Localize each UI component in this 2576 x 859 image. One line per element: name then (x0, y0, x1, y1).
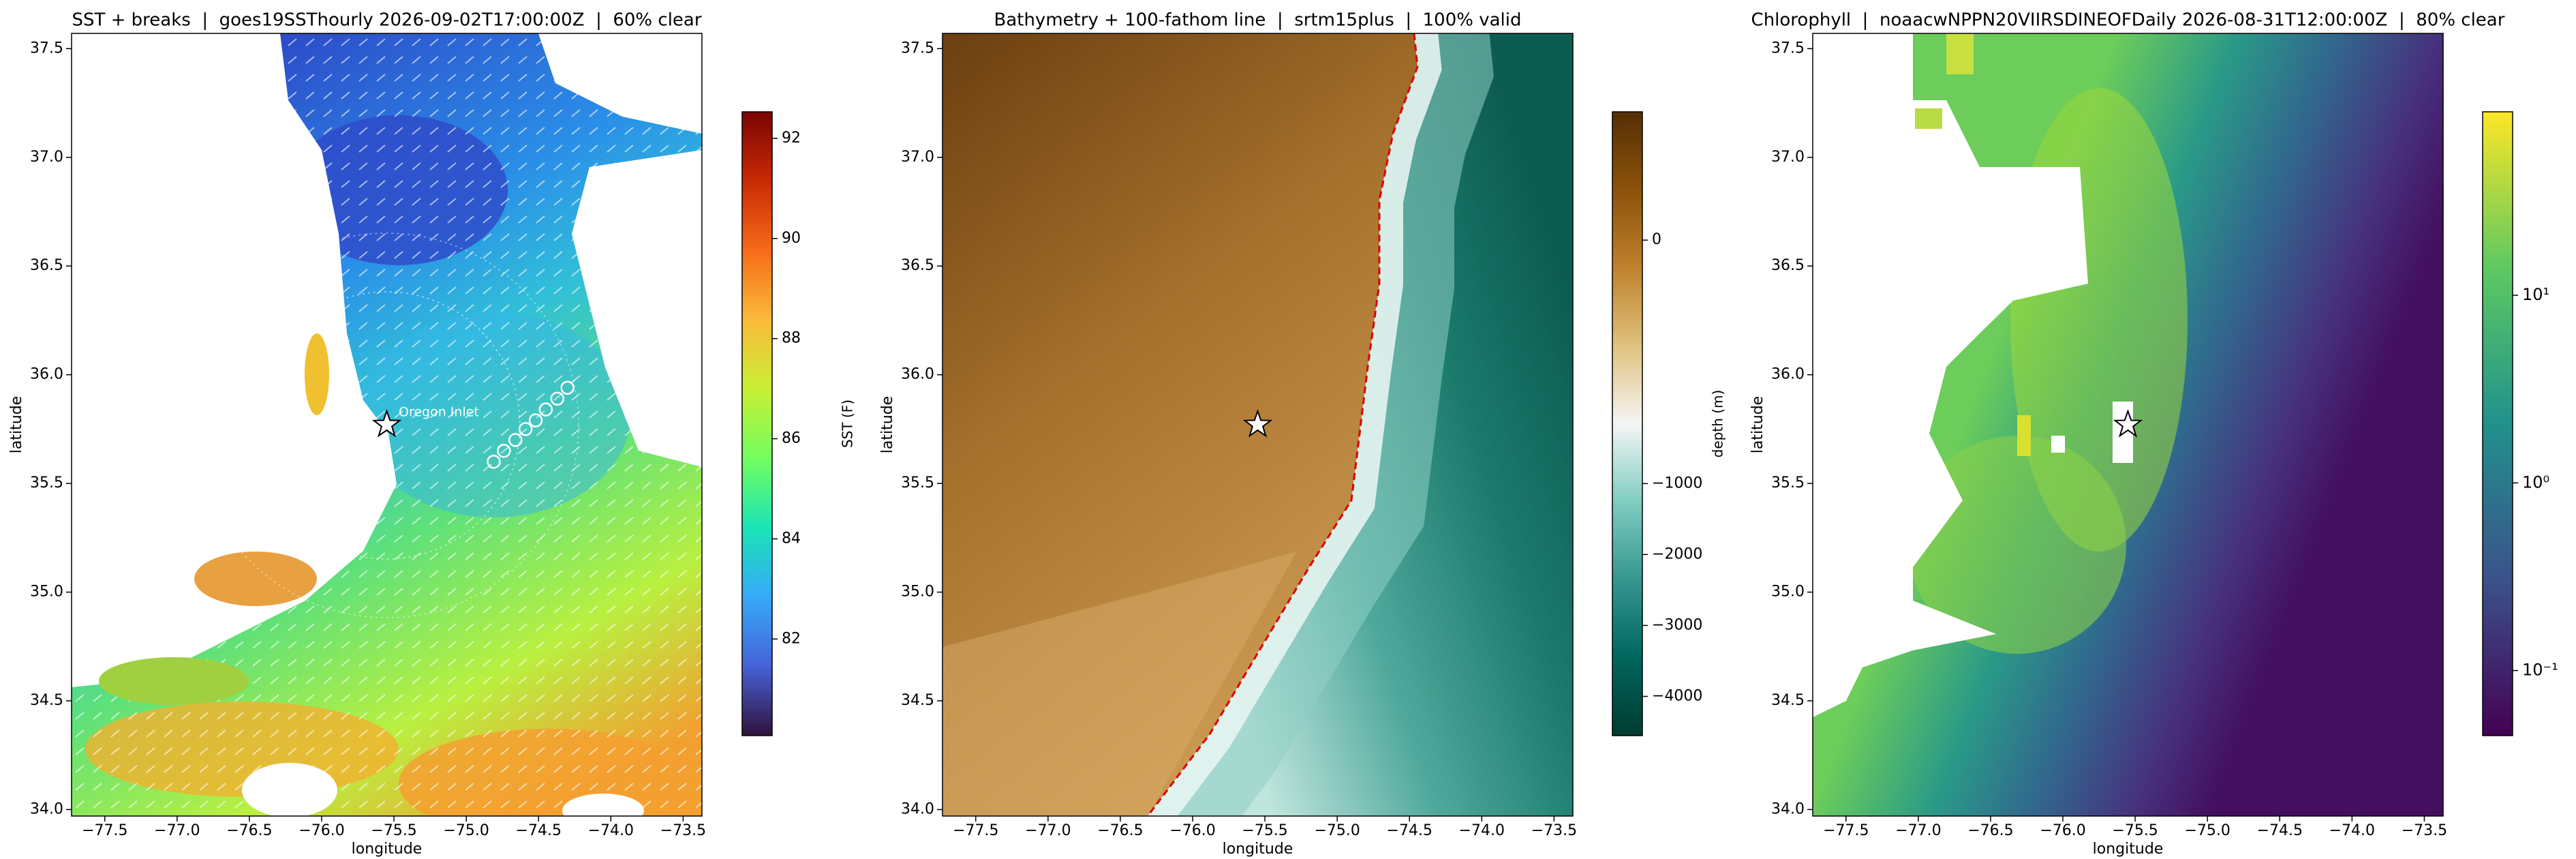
break-point (528, 413, 543, 427)
x-tick-label: −77.5 (1823, 822, 1869, 839)
colorbar (741, 111, 773, 736)
location-marker (1242, 408, 1273, 438)
colorbar (2482, 111, 2513, 736)
chart-title: SST + breaks | goes19SSThourly 2026-09-0… (72, 10, 701, 31)
y-tick-label: 37.0 (1771, 149, 1805, 166)
y-tick-label: 37.5 (30, 40, 63, 57)
break-point (487, 454, 501, 469)
x-tick-label: −74.5 (516, 822, 562, 839)
x-tick-label: −75.5 (2112, 822, 2158, 839)
y-axis-label: latitude (879, 396, 896, 453)
x-tick-label: −76.5 (1967, 822, 2013, 839)
x-tick-label: −74.5 (2257, 822, 2303, 839)
x-tick-label: −75.0 (2184, 822, 2230, 839)
y-tick-label: 34.0 (1771, 800, 1805, 817)
chart-title: Bathymetry + 100-fathom line | srtm15plu… (994, 10, 1521, 31)
y-tick-label: 36.0 (1771, 366, 1805, 383)
y-tick-label: 36.5 (1771, 257, 1805, 274)
x-tick-label: −76.5 (226, 822, 272, 839)
y-axis-label: latitude (1749, 396, 1766, 453)
break-point (550, 391, 565, 406)
x-tick-label: −77.5 (953, 822, 998, 839)
x-tick-label: −74.0 (588, 822, 634, 839)
break-point (538, 402, 553, 417)
colorbar-tick-label: −2000 (1652, 545, 1702, 562)
x-tick-label: −75.0 (1314, 822, 1360, 839)
location-marker (2113, 408, 2143, 438)
y-tick-label: 34.0 (30, 800, 63, 817)
x-tick-label: −76.0 (1169, 822, 1215, 839)
x-tick-label: −76.0 (2040, 822, 2085, 839)
colorbar-tick-label: 90 (782, 230, 801, 247)
annotation: Oregon Inlet (399, 405, 479, 420)
y-tick-label: 34.0 (901, 800, 934, 817)
chart-title: Chlorophyll | noaacwNPPN20VIIRSDINEOFDai… (1751, 10, 2505, 31)
colorbar-tick-label: 84 (782, 530, 801, 547)
y-tick-label: 34.5 (901, 692, 934, 709)
axes-frame (942, 33, 1574, 817)
y-tick-label: 37.5 (901, 40, 934, 57)
x-tick-label: −77.0 (1025, 822, 1071, 839)
x-tick-label: −76.0 (298, 822, 344, 839)
x-axis-label: longitude (352, 841, 423, 858)
y-axis-label: latitude (8, 396, 25, 453)
break-point (518, 422, 533, 436)
axes-frame (71, 33, 703, 817)
colorbar-tick-label: 82 (782, 630, 801, 647)
colorbar-tick-label: −4000 (1652, 687, 1702, 704)
y-tick-label: 37.5 (1771, 40, 1805, 57)
colorbar-tick-label: 92 (782, 130, 801, 147)
colorbar-tick-label: 0 (1652, 231, 1661, 248)
y-tick-label: 35.5 (30, 474, 63, 492)
colorbar-tick-label: −3000 (1652, 616, 1702, 633)
colorbar-label: depth (m) (1710, 390, 1726, 458)
x-tick-label: −77.5 (82, 822, 127, 839)
break-point (560, 380, 574, 395)
colorbar-tick-label: 10⁻¹ (2522, 661, 2558, 680)
y-tick-label: 35.5 (1771, 474, 1805, 492)
x-tick-label: −73.5 (660, 822, 706, 839)
colorbar-tick-label: 10¹ (2522, 285, 2549, 304)
axes-frame (1812, 33, 2444, 817)
y-tick-label: 36.5 (901, 257, 934, 274)
y-tick-label: 36.0 (30, 366, 63, 383)
y-tick-label: 37.0 (901, 149, 934, 166)
y-tick-label: 37.0 (30, 149, 63, 166)
x-tick-label: −75.5 (1242, 822, 1287, 839)
y-tick-label: 35.0 (30, 584, 63, 601)
x-axis-label: longitude (1223, 841, 1293, 858)
y-tick-label: 34.5 (30, 692, 63, 709)
colorbar-tick-label: 10⁰ (2522, 472, 2549, 492)
colorbar-tick-label: −1000 (1652, 474, 1702, 492)
x-tick-label: −76.5 (1097, 822, 1143, 839)
colorbar (1612, 111, 1643, 736)
break-point (497, 444, 511, 458)
x-tick-label: −73.5 (2402, 822, 2447, 839)
x-tick-label: −73.5 (1531, 822, 1577, 839)
x-tick-label: −75.0 (443, 822, 489, 839)
x-tick-label: −74.5 (1387, 822, 1432, 839)
x-tick-label: −74.0 (1459, 822, 1505, 839)
x-tick-label: −75.5 (371, 822, 416, 839)
x-tick-label: −77.0 (154, 822, 200, 839)
x-axis-label: longitude (2093, 841, 2164, 858)
y-tick-label: 36.5 (30, 257, 63, 274)
location-marker (371, 408, 402, 438)
y-tick-label: 34.5 (1771, 692, 1805, 709)
y-tick-label: 36.0 (901, 366, 934, 383)
colorbar-label: SST (F) (840, 400, 856, 448)
y-tick-label: 35.0 (1771, 584, 1805, 601)
x-tick-label: −74.0 (2329, 822, 2375, 839)
break-point (508, 433, 523, 447)
x-tick-label: −77.0 (1895, 822, 1941, 839)
colorbar-tick-label: 86 (782, 430, 801, 447)
sst-raster: Oregon Inlet (72, 33, 702, 816)
y-tick-label: 35.5 (901, 474, 934, 492)
colorbar-tick-label: 88 (782, 330, 801, 347)
y-tick-label: 35.0 (901, 584, 934, 601)
